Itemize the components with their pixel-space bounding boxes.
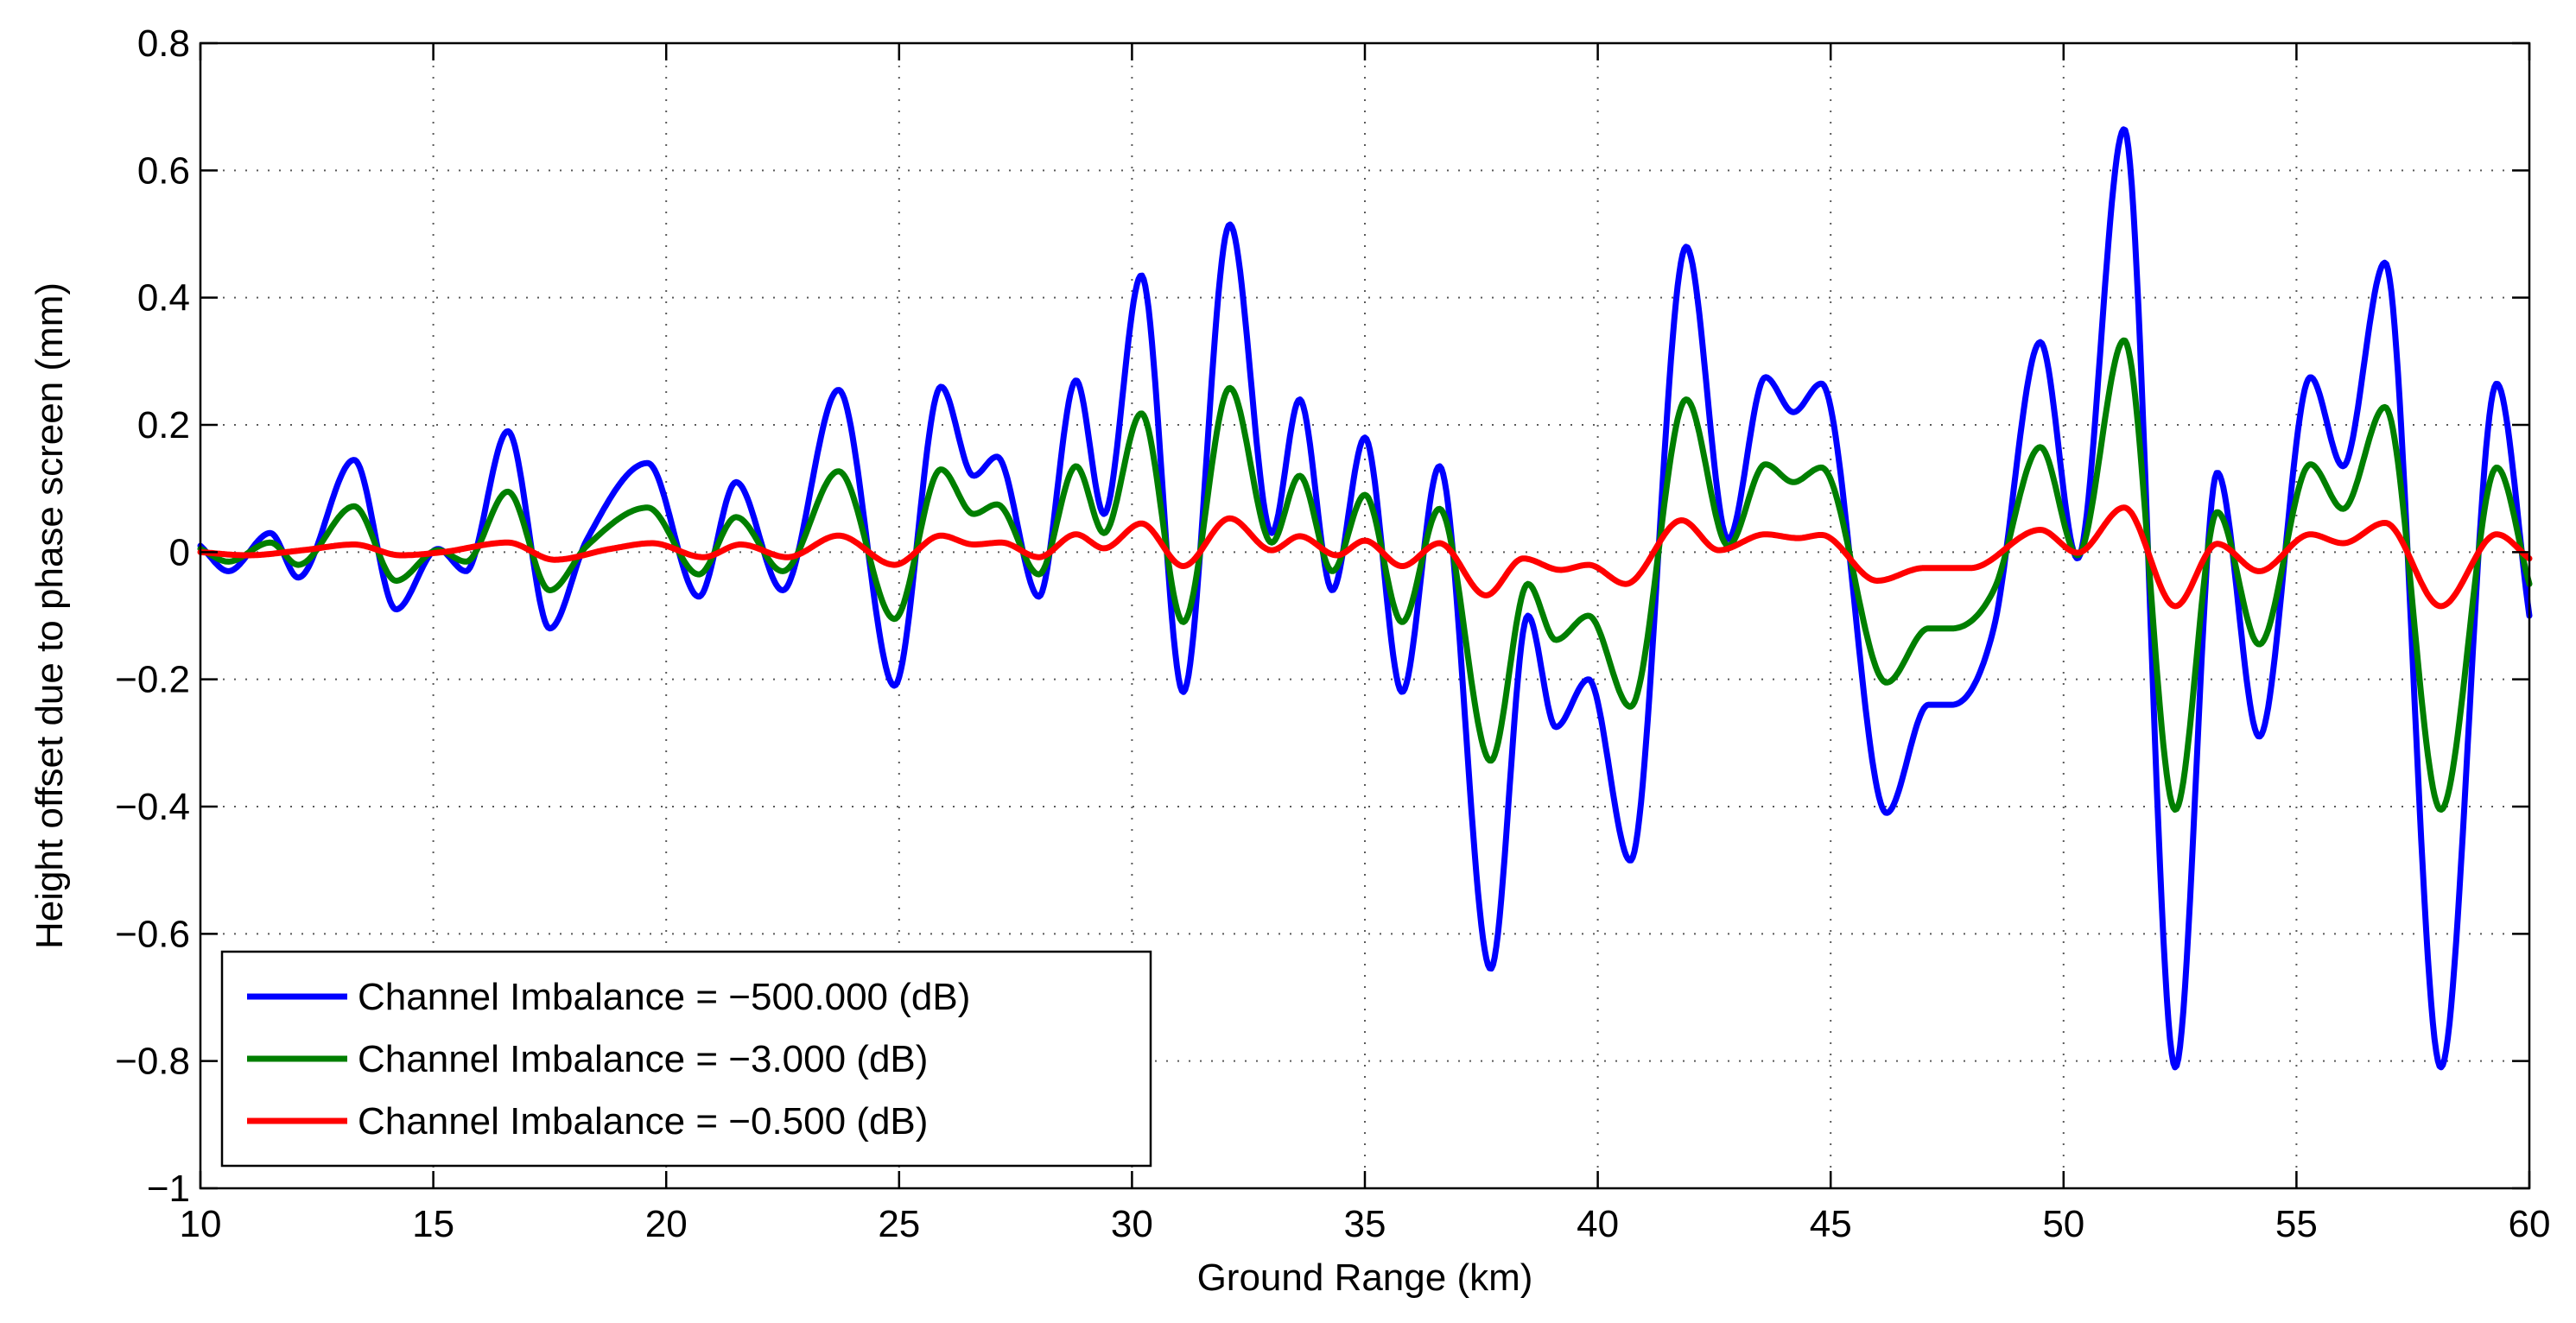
x-tick-labels: 10 15 20 25 30 35 40 45 50 55 60 xyxy=(180,1203,2551,1245)
y-tick-label: −0.6 xyxy=(115,913,190,955)
x-tick-label: 60 xyxy=(2509,1203,2551,1245)
x-tick-label: 10 xyxy=(180,1203,222,1245)
x-tick-label: 15 xyxy=(412,1203,454,1245)
y-tick-label: −1 xyxy=(147,1168,190,1210)
x-tick-label: 25 xyxy=(878,1203,920,1245)
legend-label-series-3: Channel Imbalance = −0.500 (dB) xyxy=(358,1100,928,1143)
legend-box xyxy=(220,950,1152,1168)
y-tick-label: 0.8 xyxy=(137,22,190,65)
legend-label-series-2: Channel Imbalance = −3.000 (dB) xyxy=(358,1038,928,1080)
y-tick-label: 0.4 xyxy=(137,277,190,320)
y-tick-labels: −1 −0.8 −0.6 −0.4 −0.2 0 0.2 0.4 0.6 0.8 xyxy=(115,22,190,1210)
x-tick-label: 40 xyxy=(1577,1203,1619,1245)
x-axis-title: Ground Range (km) xyxy=(1197,1257,1533,1299)
x-tick-label: 45 xyxy=(1810,1203,1852,1245)
legend: Channel Imbalance = −500.000 (dB) Channe… xyxy=(220,950,1152,1168)
y-tick-label: 0 xyxy=(169,531,190,573)
y-tick-label: −0.8 xyxy=(115,1041,190,1083)
ticks xyxy=(199,41,2531,1190)
y-tick-label: 0.6 xyxy=(137,149,190,192)
y-tick-label: 0.2 xyxy=(137,404,190,446)
legend-label-series-1: Channel Imbalance = −500.000 (dB) xyxy=(358,976,970,1018)
series-line-1 xyxy=(197,126,2533,1071)
x-tick-label: 50 xyxy=(2042,1203,2084,1245)
y-tick-label: −0.4 xyxy=(115,786,190,828)
y-tick-label: −0.2 xyxy=(115,659,190,701)
series-line-3 xyxy=(197,504,2533,610)
series-layer xyxy=(197,126,2533,1071)
x-tick-label: 20 xyxy=(645,1203,688,1245)
x-tick-label: 55 xyxy=(2275,1203,2318,1245)
y-axis-title: Height offset due to phase screen (mm) xyxy=(29,282,71,949)
x-tick-label: 35 xyxy=(1344,1203,1386,1245)
x-tick-label: 30 xyxy=(1111,1203,1153,1245)
series-line-2 xyxy=(197,337,2533,813)
